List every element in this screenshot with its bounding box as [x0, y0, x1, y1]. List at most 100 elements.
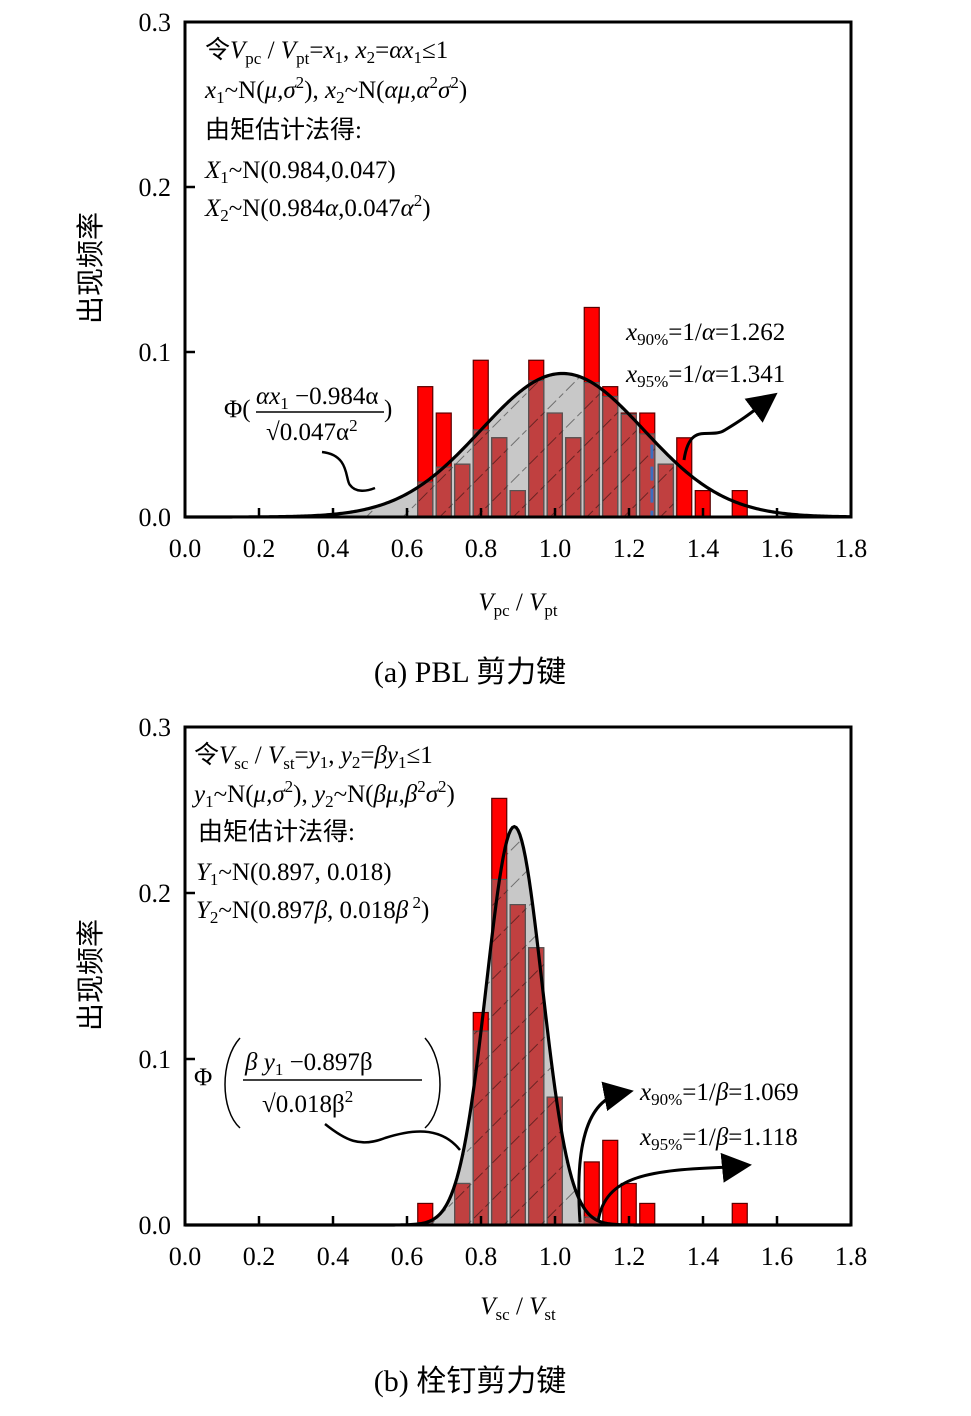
phi-close-a: ): [384, 396, 392, 423]
x-tick-label: 0.6: [391, 1242, 424, 1271]
paren-left-b: [224, 1037, 241, 1129]
bar-overlap-hatch: [491, 879, 507, 1225]
phi-denominator-a: √0.047α2: [266, 416, 358, 446]
bar-overlap-hatch: [473, 1031, 489, 1225]
pointer-curve-b: [324, 1123, 461, 1151]
ticks-a: [183, 20, 853, 519]
x-label-v1: V: [480, 1293, 498, 1320]
bar-overlap-hatch: [417, 482, 433, 517]
x-tick-label: 1.4: [687, 534, 720, 563]
phi-formula-a: Φ( αx1 −0.984α √0.047α2 ): [224, 383, 392, 492]
bar-overlap-hatch: [528, 380, 544, 517]
bar-overlap-hatch: [473, 429, 489, 517]
x-tick-label: 1.6: [761, 534, 794, 563]
annotation-line-4: Y1~N(0.897, 0.018): [196, 859, 392, 889]
x-tick-label: 1.8: [835, 1242, 868, 1271]
chart-a: 0.0 0.2 0.4 0.6 0.8 1.0 1.2 1.4 1.6 1.8 0.0 0.1 0.2…: [74, 8, 867, 620]
bar-overlap-hatch: [621, 414, 637, 517]
percentile-annotation-a: x90%=1/α=1.262 x95%=1/α=1.341: [625, 319, 785, 461]
annotation-line-1: 令Vpc / Vpt=x1, x2=αx1≤1: [205, 36, 448, 68]
annotation-line-5: X2~N(0.984α,0.047α2): [204, 191, 431, 225]
x-tick-label: 1.6: [761, 1242, 794, 1271]
y-tick-label: 0.3: [139, 8, 172, 37]
x-tick-label: 0.2: [243, 534, 276, 563]
x-label-sep: /: [510, 589, 529, 616]
arrow-x95-b: [596, 1152, 752, 1223]
x95-label-a: x95%=1/α=1.341: [625, 361, 785, 391]
y-axis-label-a: 出现频率: [74, 212, 107, 324]
histogram-bar: [602, 1139, 619, 1226]
y-tick-label: 0.0: [139, 503, 172, 532]
x-tick-label: 0.8: [465, 1242, 498, 1271]
phi-numerator-a: αx1 −0.984α: [256, 383, 378, 413]
ticks-b: [183, 725, 853, 1227]
bar-overlap-hatch: [454, 464, 470, 517]
plot-frame-b: [183, 725, 853, 1227]
annotation-line-4: X1~N(0.984,0.047): [204, 157, 396, 187]
caption-a: (a) PBL 剪力键: [374, 656, 566, 689]
phi-formula-b: Φ β y1 −0.897β √0.018β2: [194, 1037, 461, 1151]
annotation-line-1: 令Vsc / Vst=y1, y2=βy1≤1: [194, 741, 433, 773]
phi-symbol-a: Φ(: [224, 396, 251, 423]
histogram-bar: [639, 1202, 656, 1226]
x-tick-label: 0.0: [169, 534, 202, 563]
x-label-sub2: pt: [544, 601, 558, 620]
y-tick-label: 0.1: [139, 338, 172, 367]
x90-label-a: x90%=1/α=1.262: [625, 319, 785, 349]
x-label-v2: V: [529, 589, 547, 616]
annotation-line-2: y1~N(μ,σ2), y2~N(βμ,β2σ2): [191, 777, 455, 811]
histogram-bar: [731, 1202, 748, 1226]
arrow-x95-a: [682, 392, 778, 461]
x95-label-b: x95%=1/β=1.118: [639, 1124, 798, 1154]
annotation-line-5: Y2~N(0.897β, 0.018β 2): [196, 893, 429, 927]
x-label-sep: /: [510, 1293, 529, 1320]
x-label-sub2: st: [544, 1305, 556, 1324]
x-tick-label: 1.2: [613, 534, 646, 563]
annotation-line-2: x1~N(μ,σ2), x2~N(αμ,α2σ2): [204, 73, 467, 107]
x-tick-label: 0.4: [317, 1242, 350, 1271]
bar-overlap-hatch: [491, 437, 507, 517]
y-tick-label: 0.1: [139, 1045, 172, 1074]
pointer-curve-a: [321, 450, 376, 492]
bar-overlap-hatch: [565, 437, 581, 517]
x-axis-label-a: Vpc / Vpt: [478, 589, 558, 620]
y-axis-label-b: 出现频率: [74, 919, 107, 1031]
y-tick-label: 0.0: [139, 1211, 172, 1240]
x-tick-label: 1.4: [687, 1242, 720, 1271]
annotation-line-3: 由矩估计法得:: [198, 818, 355, 846]
y-tick-label: 0.2: [139, 879, 172, 908]
x-label-sub1: pc: [494, 601, 511, 620]
histogram-bar: [676, 437, 693, 518]
y-tick-label: 0.3: [139, 713, 172, 742]
phi-symbol-b: Φ: [194, 1064, 212, 1091]
x-tick-label: 1.2: [613, 1242, 646, 1271]
x-tick-label: 0.8: [465, 534, 498, 563]
bar-overlap-hatch: [658, 464, 674, 517]
plot-frame-a: [183, 20, 853, 519]
x-axis-label-b: Vsc / Vst: [480, 1293, 556, 1324]
bar-overlap-hatch: [528, 947, 544, 1225]
x-tick-label: 1.0: [539, 534, 572, 563]
x-tick-labels-b: 0.0 0.2 0.4 0.6 0.8 1.0 1.2 1.4 1.6 1.8: [169, 1242, 868, 1271]
bar-overlap-hatch: [510, 490, 526, 517]
percentile-annotation-b: x90%=1/β=1.069 x95%=1/β=1.118: [577, 1079, 799, 1223]
bar-overlap-hatch: [510, 904, 526, 1225]
overlap-area-b: [417, 878, 600, 1226]
x-tick-label: 0.6: [391, 534, 424, 563]
x-tick-label: 1.0: [539, 1242, 572, 1271]
arrow-x90-b: [577, 1081, 634, 1223]
y-tick-labels-a: 0.0 0.1 0.2 0.3: [139, 8, 172, 532]
paren-right-b: [424, 1037, 441, 1129]
bar-overlap-hatch: [584, 1217, 600, 1225]
x-label-v2: V: [529, 1293, 547, 1320]
x90-label-b: x90%=1/β=1.069: [639, 1079, 799, 1109]
y-tick-labels-b: 0.0 0.1 0.2 0.3: [139, 713, 172, 1240]
bar-overlap-hatch: [547, 413, 563, 517]
bar-overlap-hatch: [547, 1097, 563, 1225]
x-tick-label: 0.2: [243, 1242, 276, 1271]
annotation-box-a: 令Vpc / Vpt=x1, x2=αx1≤1 x1~N(μ,σ2), x2~N…: [204, 36, 467, 225]
chart-b: 0.0 0.2 0.4 0.6 0.8 1.0 1.2 1.4 1.6 1.8 0.0 0.1 0.2…: [74, 713, 867, 1324]
caption-b: (b) 栓钉剪力键: [374, 1365, 566, 1398]
bar-overlap-hatch: [436, 467, 452, 517]
x-label-sub1: sc: [496, 1305, 511, 1324]
